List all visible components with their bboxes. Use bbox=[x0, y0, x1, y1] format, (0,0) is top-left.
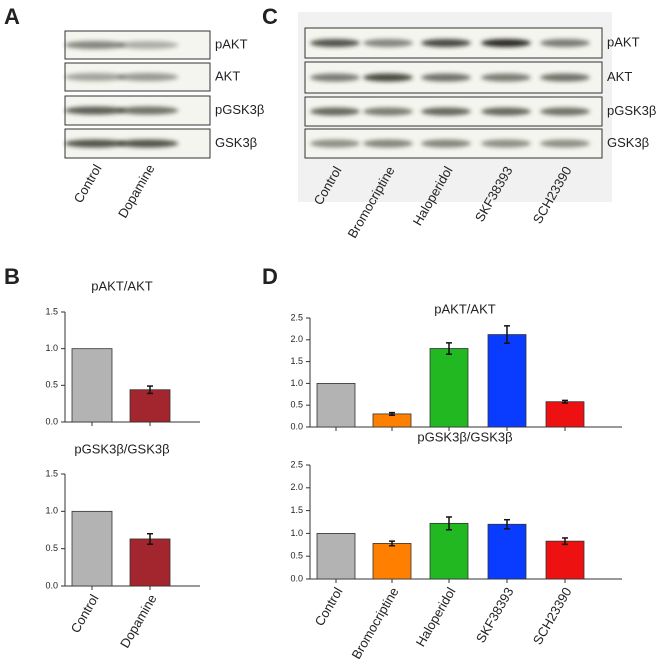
y-tick-label: 0.0 bbox=[45, 416, 58, 426]
blot-row-label: pGSK3β bbox=[215, 102, 264, 117]
blot-band bbox=[421, 139, 471, 148]
blot-band bbox=[363, 107, 413, 116]
blot-band bbox=[64, 106, 126, 115]
blot-band bbox=[481, 39, 531, 47]
blot-row-label: GSK3β bbox=[607, 135, 649, 150]
blot-row-label: pAKT bbox=[607, 34, 640, 49]
blot-row-label: pGSK3β bbox=[607, 103, 656, 118]
chart-title: pGSK3β/GSK3β bbox=[417, 429, 512, 444]
y-tick-label: 0.5 bbox=[290, 400, 303, 410]
bar bbox=[487, 523, 527, 580]
bar bbox=[372, 543, 412, 580]
blot-band bbox=[363, 39, 413, 47]
blot-band bbox=[310, 107, 360, 116]
y-tick-label: 1.5 bbox=[290, 505, 303, 515]
y-tick-label: 0.5 bbox=[290, 551, 303, 561]
panel-label: B bbox=[4, 264, 20, 289]
y-tick-label: 2.0 bbox=[290, 482, 303, 492]
blot-band bbox=[481, 107, 531, 116]
chart-title: pGSK3β/GSK3β bbox=[74, 441, 169, 456]
chart-title: pAKT/AKT bbox=[91, 278, 152, 293]
x-tick-label: Control bbox=[312, 585, 346, 629]
blot-band bbox=[310, 39, 360, 47]
blot-band bbox=[310, 73, 360, 82]
blot-row-label: AKT bbox=[607, 69, 632, 84]
bar bbox=[545, 401, 585, 428]
bar bbox=[316, 382, 356, 428]
x-tick-label: Control bbox=[68, 592, 102, 636]
blot-band bbox=[421, 39, 471, 47]
blot-band bbox=[481, 73, 531, 82]
blot-band bbox=[540, 139, 590, 148]
bar bbox=[487, 334, 527, 428]
bar bbox=[129, 538, 171, 587]
y-tick-label: 0.5 bbox=[45, 543, 58, 553]
blot-band bbox=[64, 41, 126, 49]
x-tick-label: Bromocriptine bbox=[348, 585, 401, 659]
blot-band bbox=[363, 139, 413, 148]
chart-title: pAKT/AKT bbox=[434, 301, 495, 316]
blot-band bbox=[363, 73, 413, 82]
blot-band bbox=[540, 73, 590, 82]
y-tick-label: 0.0 bbox=[290, 421, 303, 431]
bar bbox=[129, 389, 171, 423]
blot-band bbox=[64, 73, 126, 81]
blot-row-label: pAKT bbox=[215, 36, 248, 51]
blot-lane-label: Dopamine bbox=[115, 162, 158, 221]
y-tick-label: 1.0 bbox=[290, 528, 303, 538]
panel-label: C bbox=[262, 4, 278, 29]
bar bbox=[71, 510, 113, 587]
y-tick-label: 1.5 bbox=[45, 306, 58, 316]
y-tick-label: 0.0 bbox=[45, 580, 58, 590]
blot-lane-label: Control bbox=[71, 162, 105, 206]
y-tick-label: 1.5 bbox=[290, 356, 303, 366]
x-tick-label: Haloperidol bbox=[413, 585, 459, 650]
bar bbox=[429, 348, 469, 428]
x-tick-label: SCH23390 bbox=[530, 585, 575, 648]
y-tick-label: 2.0 bbox=[290, 334, 303, 344]
blot-row-label: AKT bbox=[215, 68, 240, 83]
bar bbox=[545, 540, 585, 580]
y-tick-label: 0.0 bbox=[290, 573, 303, 583]
blot-band bbox=[421, 73, 471, 82]
blot-band bbox=[117, 139, 179, 148]
blot-band bbox=[310, 139, 360, 148]
x-tick-label: Dopamine bbox=[117, 592, 160, 651]
bar bbox=[429, 522, 469, 580]
bar bbox=[71, 348, 113, 423]
blot-band bbox=[117, 41, 179, 49]
blot-band bbox=[540, 39, 590, 47]
blot-band bbox=[117, 106, 179, 115]
panel-label: D bbox=[262, 264, 278, 289]
blot-band bbox=[481, 139, 531, 148]
y-tick-label: 1.0 bbox=[290, 378, 303, 388]
y-tick-label: 1.0 bbox=[45, 343, 58, 353]
y-tick-label: 2.5 bbox=[290, 312, 303, 322]
blot-row-label: GSK3β bbox=[215, 135, 257, 150]
y-tick-label: 2.5 bbox=[290, 459, 303, 469]
y-tick-label: 1.5 bbox=[45, 468, 58, 478]
bar bbox=[316, 533, 356, 580]
blot-band bbox=[64, 139, 126, 148]
x-tick-label: SKF38393 bbox=[473, 585, 517, 646]
y-tick-label: 1.0 bbox=[45, 506, 58, 516]
blot-band bbox=[117, 73, 179, 81]
panel-label: A bbox=[4, 4, 20, 29]
blot-band bbox=[540, 107, 590, 116]
y-tick-label: 0.5 bbox=[45, 380, 58, 390]
blot-band bbox=[421, 107, 471, 116]
